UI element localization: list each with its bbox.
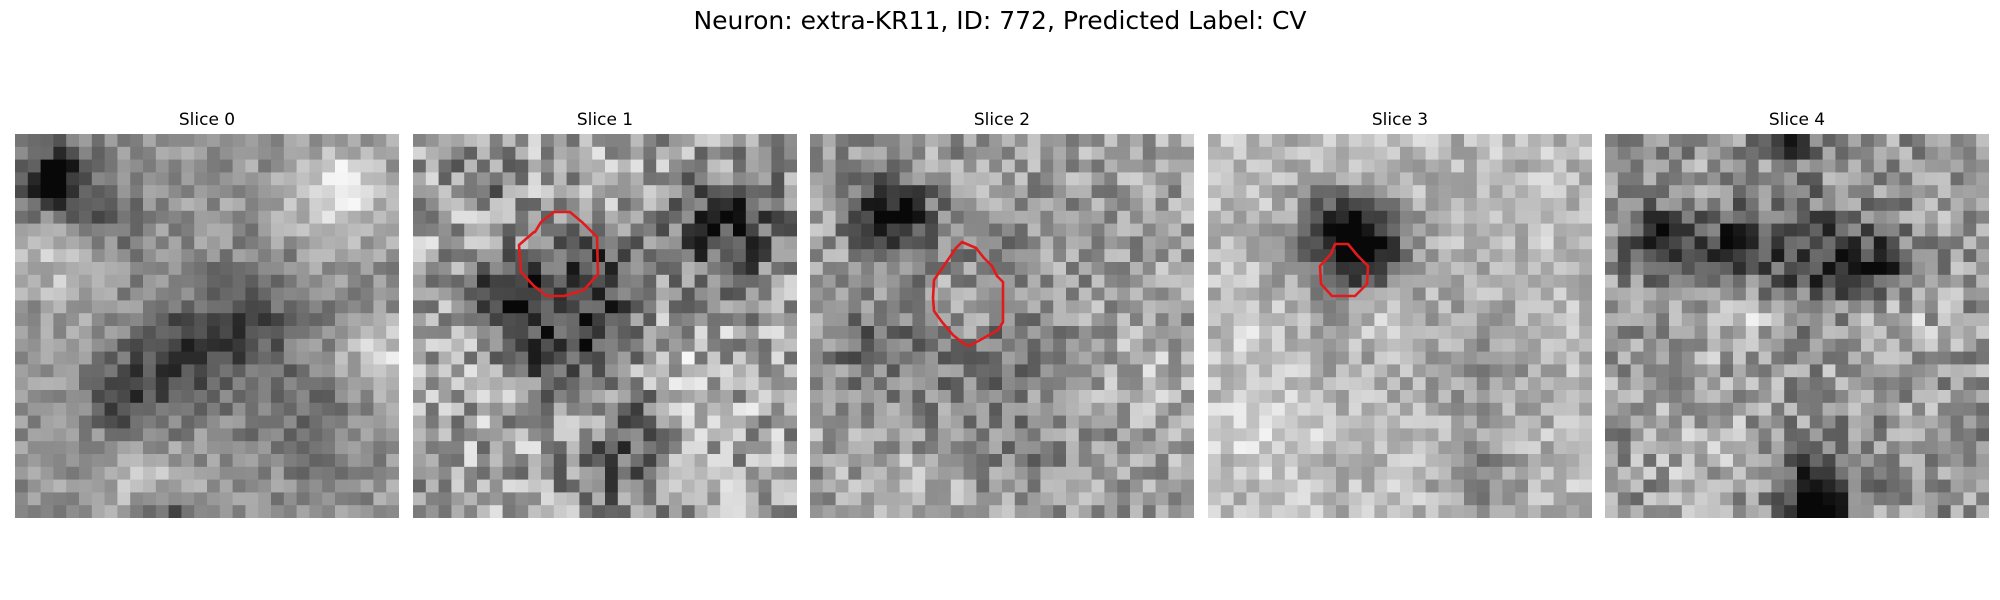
slice-image — [413, 134, 797, 518]
slice-image — [810, 134, 1194, 518]
slice-image — [1208, 134, 1592, 518]
slice-panel-2: Slice 2 — [810, 108, 1194, 518]
slice-image — [1605, 134, 1989, 518]
slice-title: Slice 0 — [178, 110, 236, 130]
roi-contour — [517, 210, 600, 298]
slice-panel-3: Slice 3 — [1208, 108, 1592, 518]
roi-contour — [931, 240, 1005, 348]
slice-panel-0: Slice 0 — [15, 108, 399, 518]
slice-panel-1: Slice 1 — [413, 108, 797, 518]
slice-panel-4: Slice 4 — [1605, 108, 1989, 518]
slice-title: Slice 3 — [1371, 110, 1429, 130]
slice-image — [15, 134, 399, 518]
roi-contour — [1318, 242, 1370, 298]
figure-title: Neuron: extra-KR11, ID: 772, Predicted L… — [693, 6, 1307, 35]
slice-title: Slice 1 — [576, 110, 634, 130]
slice-title: Slice 4 — [1768, 110, 1826, 130]
slice-title: Slice 2 — [973, 110, 1031, 130]
